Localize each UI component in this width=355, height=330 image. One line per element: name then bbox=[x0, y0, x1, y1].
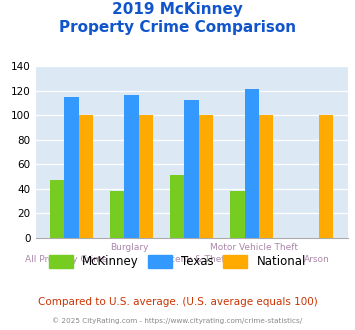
Bar bbox=[79, 115, 93, 238]
Bar bbox=[110, 191, 124, 238]
Bar bbox=[64, 97, 79, 238]
Bar bbox=[185, 100, 199, 238]
Bar bbox=[259, 115, 273, 238]
Bar bbox=[319, 115, 333, 238]
Bar bbox=[230, 191, 245, 238]
Text: All Property Crime: All Property Crime bbox=[26, 255, 108, 264]
Bar bbox=[139, 115, 153, 238]
Bar bbox=[199, 115, 213, 238]
Text: Property Crime Comparison: Property Crime Comparison bbox=[59, 20, 296, 35]
Text: Arson: Arson bbox=[304, 255, 329, 264]
Legend: McKinney, Texas, National: McKinney, Texas, National bbox=[44, 250, 311, 273]
Text: © 2025 CityRating.com - https://www.cityrating.com/crime-statistics/: © 2025 CityRating.com - https://www.city… bbox=[53, 317, 302, 324]
Text: Larceny & Theft: Larceny & Theft bbox=[155, 255, 228, 264]
Text: Burglary: Burglary bbox=[110, 243, 148, 251]
Text: 2019 McKinney: 2019 McKinney bbox=[112, 2, 243, 16]
Text: Motor Vehicle Theft: Motor Vehicle Theft bbox=[210, 243, 298, 251]
Bar bbox=[124, 95, 139, 238]
Bar bbox=[170, 175, 185, 238]
Bar bbox=[50, 180, 64, 238]
Text: Compared to U.S. average. (U.S. average equals 100): Compared to U.S. average. (U.S. average … bbox=[38, 297, 317, 307]
Bar bbox=[245, 89, 259, 238]
